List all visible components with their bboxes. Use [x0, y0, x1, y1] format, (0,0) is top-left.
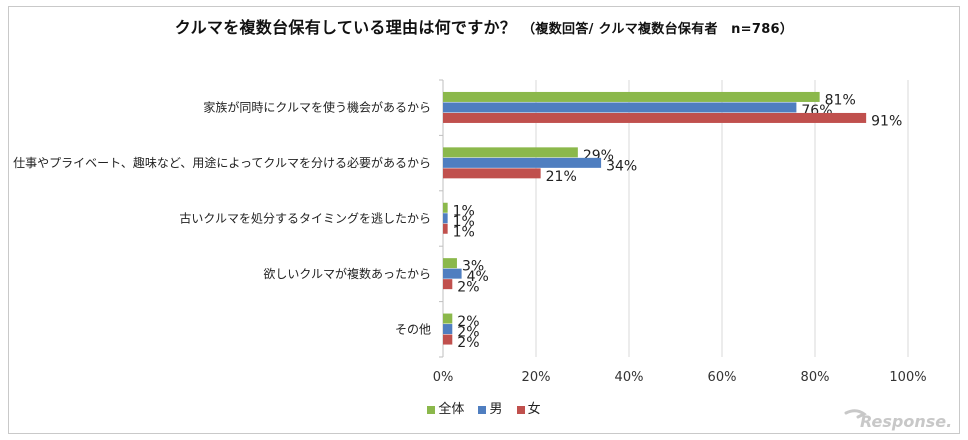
- bar: [443, 102, 797, 113]
- response-logo-text: Response.: [860, 412, 952, 431]
- chart-legend: 全体 男 女: [0, 398, 968, 417]
- data-label: 34%: [606, 158, 637, 174]
- x-tick-label: 60%: [708, 370, 737, 385]
- x-tick-label: 0%: [433, 370, 454, 385]
- x-tick-label: 20%: [522, 370, 551, 385]
- data-label: 21%: [546, 169, 577, 185]
- data-label: 1%: [453, 214, 475, 230]
- chart-title: クルマを複数台保有している理由は何ですか？ （複数回答/ クルマ複数台保有者 n=…: [0, 14, 968, 38]
- bar: [443, 258, 457, 269]
- bar: [443, 213, 448, 224]
- x-tick-label: 40%: [615, 370, 644, 385]
- legend-swatch-all: [427, 405, 436, 414]
- data-label: 2%: [457, 325, 479, 341]
- legend-swatch-female: [516, 405, 525, 414]
- bar: [443, 91, 820, 102]
- legend-item-female: 女: [516, 398, 541, 417]
- data-label: 81%: [825, 92, 856, 108]
- data-label: 2%: [457, 280, 479, 296]
- bar: [443, 313, 453, 324]
- x-tick-label: 100%: [889, 370, 926, 385]
- data-label: 2%: [457, 314, 479, 330]
- bar: [443, 334, 453, 345]
- legend-label-all: 全体: [438, 402, 465, 417]
- data-label: 4%: [467, 269, 489, 285]
- bar: [443, 202, 448, 213]
- bar: [443, 279, 453, 290]
- bar: [443, 157, 602, 168]
- category-label: その他: [395, 322, 431, 336]
- data-label: 91%: [871, 113, 902, 129]
- response-logo-watermark: Response.: [844, 409, 952, 431]
- legend-item-male: 男: [478, 398, 503, 417]
- category-label: 仕事やプライベート、趣味など、用途によってクルマを分ける必要があるから: [13, 155, 431, 170]
- chart-title-main: クルマを複数台保有している理由は何ですか？: [174, 18, 517, 37]
- legend-label-female: 女: [527, 402, 541, 417]
- data-label: 2%: [457, 335, 479, 351]
- bar: [443, 223, 448, 234]
- legend-label-male: 男: [489, 402, 503, 417]
- data-label: 1%: [453, 224, 475, 240]
- category-label: 古いクルマを処分するタイミングを逃したから: [179, 211, 431, 226]
- bar: [443, 268, 462, 279]
- legend-item-all: 全体: [427, 398, 464, 417]
- bar: [443, 147, 578, 158]
- chart-frame: [8, 6, 960, 434]
- category-label: 家族が同時にクルマを使う機会があるから: [203, 100, 431, 115]
- bar: [443, 324, 453, 335]
- bar: [443, 168, 541, 179]
- bar: [443, 112, 867, 123]
- data-label: 1%: [453, 203, 475, 219]
- legend-swatch-male: [478, 405, 487, 414]
- x-tick-label: 80%: [801, 370, 830, 385]
- chart-title-sub: （複数回答/ クルマ複数台保有者 n=786）: [522, 22, 794, 37]
- data-label: 3%: [462, 259, 484, 275]
- category-label: 欲しいクルマが複数あったから: [263, 266, 431, 281]
